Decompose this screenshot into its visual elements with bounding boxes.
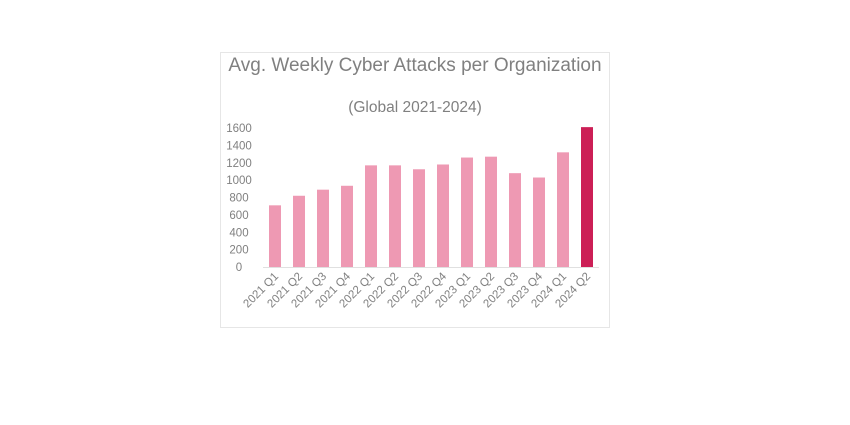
y-tick-label: 1200 bbox=[226, 158, 252, 170]
bar bbox=[293, 195, 305, 267]
bar bbox=[533, 177, 545, 267]
y-tick-label: 1600 bbox=[226, 123, 252, 135]
y-tick-label: 0 bbox=[236, 262, 242, 274]
y-tick-label: 400 bbox=[229, 227, 248, 239]
bar bbox=[389, 165, 401, 267]
y-tick-label: 600 bbox=[229, 210, 248, 222]
bar bbox=[581, 127, 593, 267]
y-tick-label: 800 bbox=[229, 193, 248, 205]
bar bbox=[269, 205, 281, 267]
bar bbox=[341, 185, 353, 267]
bar bbox=[461, 157, 473, 267]
bar bbox=[317, 189, 329, 267]
bar bbox=[509, 173, 521, 267]
bar bbox=[485, 156, 497, 267]
bar bbox=[557, 152, 569, 267]
bar bbox=[437, 164, 449, 267]
y-tick-label: 1400 bbox=[226, 140, 252, 152]
chart-title: Avg. Weekly Cyber Attacks per Organizati… bbox=[228, 55, 602, 76]
y-tick-label: 200 bbox=[229, 245, 248, 257]
y-tick-label: 1000 bbox=[226, 175, 252, 187]
bar bbox=[413, 169, 425, 267]
chart-card: Avg. Weekly Cyber Attacks per Organizati… bbox=[220, 52, 610, 328]
bar bbox=[365, 165, 377, 267]
chart-subtitle: (Global 2021-2024) bbox=[348, 99, 482, 116]
